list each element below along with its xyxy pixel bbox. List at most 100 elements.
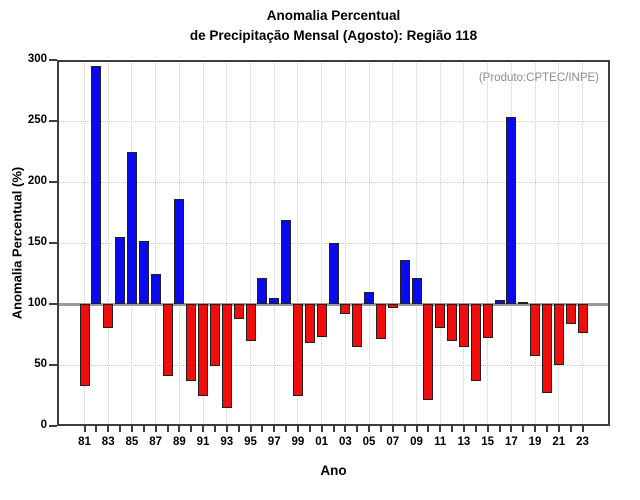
bar-1987 (150, 273, 161, 304)
h-gridline-200 (57, 182, 610, 183)
x-tick-1987 (154, 426, 157, 432)
bar-2013 (458, 304, 469, 347)
x-tick-1984 (119, 426, 122, 432)
bar-1992 (209, 304, 220, 367)
x-tick-2009 (415, 426, 418, 432)
x-tick-label-85: 85 (125, 436, 139, 448)
x-tick-2008 (403, 426, 406, 432)
y-tick-150 (49, 242, 57, 244)
bar-2006 (375, 304, 386, 340)
x-tick-label-13: 13 (457, 436, 471, 448)
v-gridline-2013 (463, 60, 465, 426)
chart-title-line2: de Precipitação Mensal (Agosto): Região … (189, 28, 478, 43)
x-tick-1996 (261, 426, 264, 432)
x-tick-1991 (202, 426, 205, 432)
v-gridline-2011 (439, 60, 441, 426)
x-tick-1992 (213, 426, 216, 432)
chart-title-line1: Anomalia Percentual (266, 8, 401, 23)
bar-2021 (553, 304, 564, 365)
x-tick-label-19: 19 (528, 436, 542, 448)
bar-1995 (245, 304, 256, 341)
x-tick-2002 (332, 426, 335, 432)
x-tick-label-03: 03 (338, 436, 352, 448)
x-tick-label-11: 11 (434, 436, 447, 448)
bar-2020 (541, 304, 552, 394)
bar-2005 (364, 291, 375, 304)
bar-2018 (518, 301, 529, 304)
bar-1988 (162, 304, 173, 376)
x-tick-label-93: 93 (220, 436, 234, 448)
y-tick-label-0: 0 (40, 419, 47, 431)
x-tick-label-01: 01 (315, 436, 329, 448)
v-gridline-2023 (582, 60, 583, 426)
y-tick-300 (49, 59, 57, 61)
x-tick-2003 (344, 426, 347, 432)
bar-2012 (447, 304, 458, 341)
x-tick-label-89: 89 (172, 436, 186, 448)
bar-2023 (577, 304, 588, 334)
bar-1981 (79, 304, 90, 386)
x-tick-2014 (474, 426, 477, 432)
x-tick-label-05: 05 (362, 436, 376, 448)
bar-2010 (423, 304, 434, 401)
x-tick-1990 (190, 426, 193, 432)
x-tick-label-07: 07 (386, 436, 400, 448)
y-tick-250 (49, 120, 57, 122)
x-tick-1986 (142, 426, 145, 432)
bar-2002 (328, 243, 339, 304)
bar-1984 (115, 236, 126, 304)
x-tick-2015 (486, 426, 489, 432)
bar-2019 (530, 304, 541, 357)
bar-2000 (304, 304, 315, 344)
y-tick-label-100: 100 (27, 297, 47, 309)
x-tick-2023 (581, 426, 584, 432)
x-tick-label-23: 23 (576, 436, 589, 448)
x-tick-2021 (557, 426, 560, 432)
v-gridline-1995 (250, 60, 251, 426)
bar-2008 (399, 260, 410, 304)
x-tick-2018 (522, 426, 525, 432)
v-gridline-1987 (155, 60, 157, 426)
v-gridline-2001 (321, 60, 323, 426)
bar-1989 (174, 199, 185, 304)
bar-1982 (91, 66, 102, 304)
x-tick-1994 (237, 426, 240, 432)
bar-1983 (103, 304, 114, 329)
x-tick-1993 (225, 426, 228, 432)
x-tick-label-95: 95 (244, 436, 257, 448)
y-tick-200 (49, 181, 57, 183)
bar-1990 (186, 304, 197, 381)
x-tick-1999 (296, 426, 299, 432)
bar-2014 (470, 304, 481, 381)
x-tick-1997 (273, 426, 276, 432)
v-gridline-2009 (416, 60, 417, 426)
v-gridline-1993 (226, 60, 228, 426)
bar-2004 (352, 304, 363, 347)
h-gridline-250 (57, 121, 610, 122)
y-tick-label-50: 50 (34, 358, 47, 370)
x-tick-label-83: 83 (101, 436, 115, 448)
x-tick-2020 (545, 426, 548, 432)
product-annotation: (Produto:CPTEC/INPE) (478, 72, 599, 84)
v-gridline-2021 (558, 60, 560, 426)
x-tick-2012 (451, 426, 454, 432)
x-tick-1982 (95, 426, 98, 432)
y-tick-0 (49, 425, 57, 427)
x-tick-label-91: 91 (196, 436, 210, 448)
x-tick-2004 (356, 426, 359, 432)
bar-2017 (506, 117, 517, 304)
x-tick-2019 (534, 426, 537, 432)
x-tick-2017 (510, 426, 513, 432)
x-tick-label-97: 97 (267, 436, 281, 448)
bar-2009 (411, 278, 422, 304)
bar-2001 (316, 304, 327, 337)
x-tick-2010 (427, 426, 430, 432)
v-gridline-2003 (344, 60, 346, 426)
bar-1996 (257, 278, 268, 304)
v-gridline-1981 (84, 60, 85, 426)
y-tick-50 (49, 364, 57, 366)
bar-1985 (126, 151, 137, 304)
x-tick-2022 (569, 426, 572, 432)
y-tick-label-300: 300 (27, 53, 47, 65)
